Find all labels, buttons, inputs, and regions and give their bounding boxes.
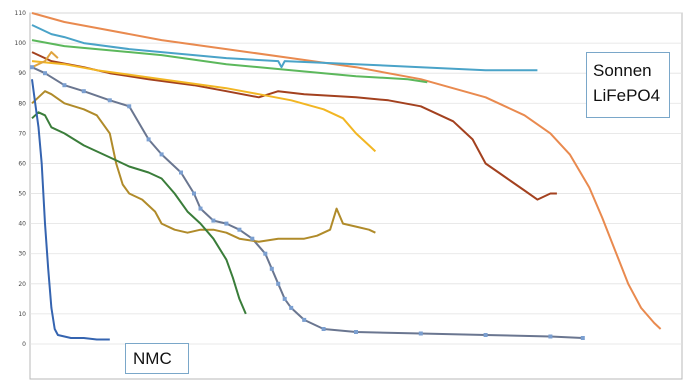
y-tick-labels: 0 10 20 30 40 50 60 70 80 90 100 110 (15, 10, 27, 348)
sonnen-line-2: LiFePO4 (593, 86, 661, 105)
series-markers (30, 65, 585, 340)
sonnen-line-1: Sonnen (593, 61, 652, 80)
series-7-marker (146, 137, 151, 142)
series-7-marker (269, 266, 274, 271)
series-7-marker (282, 296, 287, 301)
y-tick-label: 20 (18, 281, 26, 288)
series-7-marker (354, 330, 358, 334)
series-line-3 (31, 39, 428, 84)
series-line-8 (31, 90, 376, 243)
y-tick-label: 0 (22, 341, 26, 348)
series-7-marker (81, 89, 86, 94)
series-7-marker (321, 327, 326, 331)
series-7-marker (192, 191, 196, 196)
series-line-5 (31, 60, 377, 153)
series-7-marker (276, 281, 281, 286)
y-tick-label: 80 (18, 100, 26, 107)
series-line-10 (31, 79, 110, 341)
series-7-marker (198, 206, 203, 211)
series-7-marker (211, 218, 216, 223)
series-7-marker (302, 317, 307, 322)
y-tick-label: 70 (18, 130, 26, 137)
series-7-marker (30, 65, 34, 70)
series-7-marker (263, 251, 268, 256)
y-tick-label: 40 (18, 221, 26, 228)
series-7-marker (289, 305, 294, 310)
nmc-label: NMC (133, 349, 172, 368)
y-tick-label: 100 (15, 40, 27, 47)
series-7-marker (250, 236, 255, 241)
y-tick-label: 90 (18, 70, 26, 77)
series-7-marker (418, 331, 423, 336)
series-line-1 (31, 12, 662, 330)
series-7-marker (179, 170, 183, 175)
series-7-marker (237, 227, 242, 232)
nmc-annotation: NMC (125, 343, 189, 374)
series-line-6 (31, 51, 59, 69)
sonnen-annotation: Sonnen LiFePO4 (586, 52, 670, 118)
series-7-marker (483, 333, 488, 337)
y-tick-label: 110 (15, 10, 27, 17)
series-7-marker (43, 71, 47, 76)
series-7-marker (62, 83, 67, 88)
y-tick-label: 50 (18, 191, 26, 198)
y-tick-label: 10 (18, 311, 26, 318)
y-tick-label: 30 (18, 251, 26, 258)
series-7-marker (107, 98, 112, 103)
series-7-marker (224, 221, 229, 226)
series-line-9 (31, 111, 247, 315)
series-7-marker (159, 152, 164, 157)
series-7-marker (580, 336, 585, 340)
series-line-2 (31, 24, 538, 72)
series-7-marker (127, 104, 132, 109)
series-line-4 (31, 51, 557, 201)
plot-area (29, 12, 683, 380)
y-tick-label: 60 (18, 160, 26, 167)
series-7-marker (548, 334, 553, 339)
